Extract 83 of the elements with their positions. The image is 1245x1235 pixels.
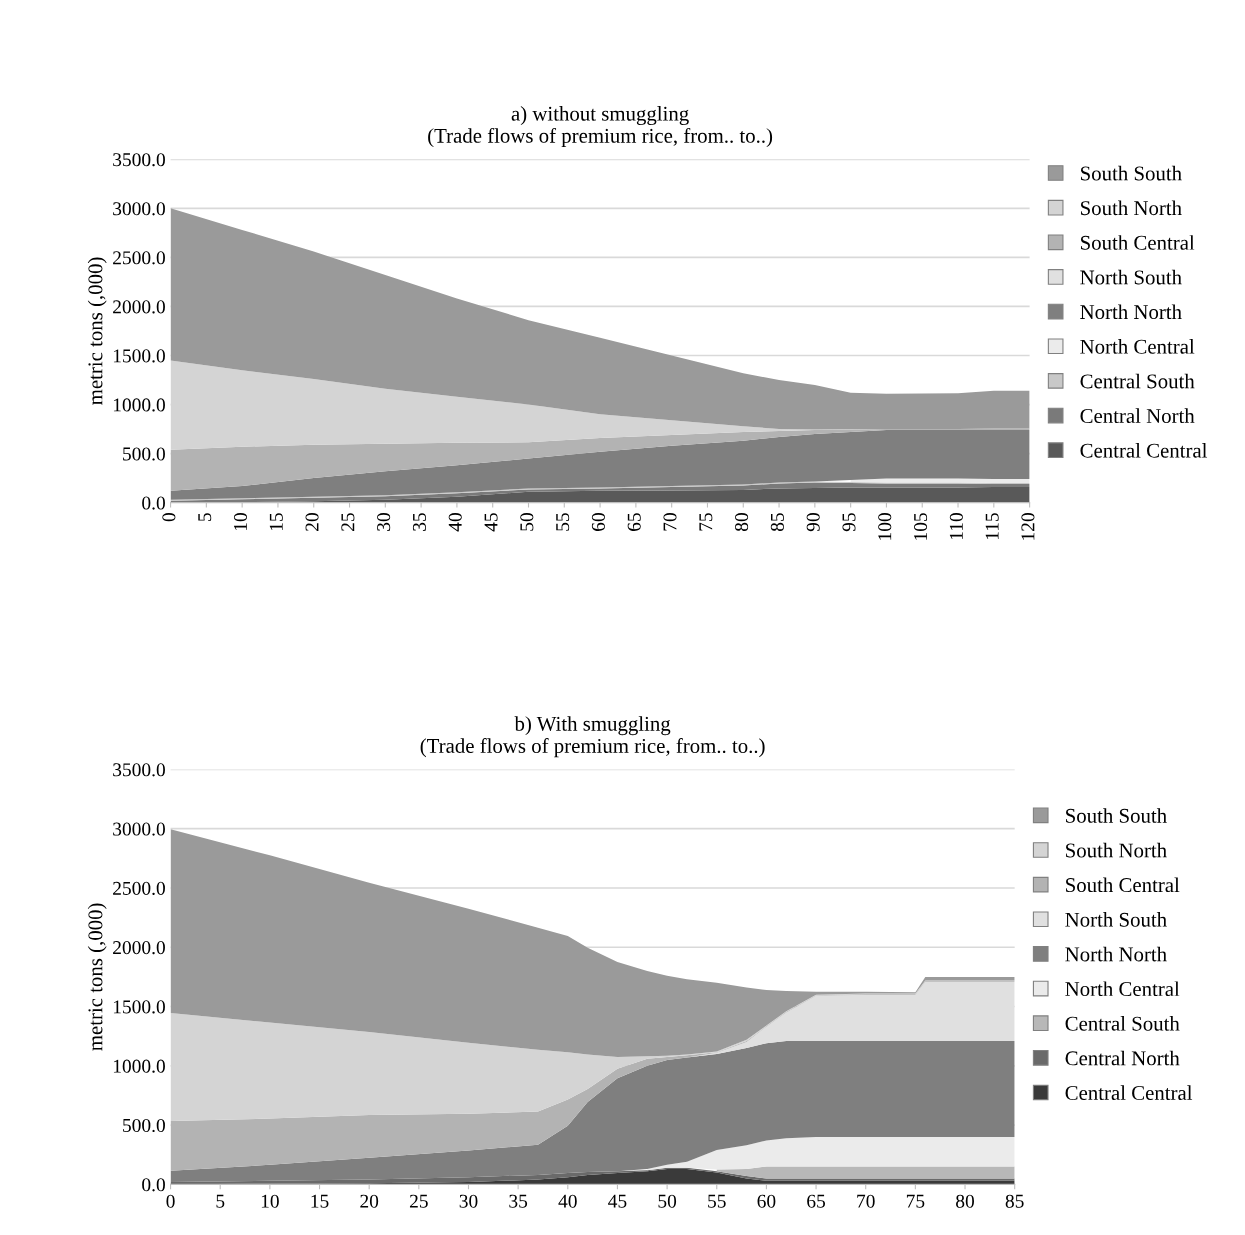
x-tick-label: 40 (558, 1194, 577, 1208)
legend-label: South South (1066, 808, 1167, 823)
x-tick-label: 115 (985, 513, 999, 540)
legend-label: South North (1066, 842, 1167, 858)
legend-label: South North (1081, 200, 1182, 216)
legend-label: Central Central (1080, 443, 1208, 458)
legend-label: North Central (1080, 339, 1195, 354)
y-tick-label: 1500.0 (113, 349, 165, 363)
x-tick-label: 45 (608, 1194, 627, 1208)
y-tick-label: 1000.0 (113, 1059, 165, 1073)
legend-label: South South (1081, 165, 1182, 181)
x-tick-label: 70 (663, 513, 677, 531)
legend-label: North North (1065, 946, 1167, 962)
x-tick-label: 80 (956, 1194, 974, 1208)
x-tick-label: 60 (591, 513, 605, 531)
y-tick-label: 3500.0 (113, 763, 165, 777)
legend-label: Central North (1065, 1050, 1180, 1066)
legend-label: Central South (1080, 373, 1195, 389)
chart-subtitle: (Trade flows of premium rice, from.. to..) (420, 738, 765, 758)
x-tick-label: 20 (360, 1194, 379, 1208)
legend-label: North South (1080, 269, 1182, 285)
x-tick-label: 80 (735, 513, 749, 532)
x-tick-label: 15 (269, 513, 283, 531)
y-axis-title: metric tons (,000) (87, 257, 107, 405)
x-tick-label: 20 (305, 513, 319, 531)
x-tick-label: 75 (906, 1194, 925, 1208)
legend-label: North South (1065, 912, 1167, 927)
y-tick-label: 0.0 (142, 1178, 165, 1192)
x-tick-label: 40 (448, 513, 462, 532)
x-tick-label: 90 (806, 513, 820, 532)
y-tick-label: 2500.0 (113, 251, 165, 265)
x-tick-label: 65 (807, 1194, 826, 1208)
legend-label: Central North (1080, 408, 1195, 424)
x-tick-label: 35 (412, 513, 426, 531)
x-tick-label: 70 (857, 1194, 875, 1208)
y-tick-label: 0.0 (142, 496, 165, 510)
y-tick-label: 1000.0 (113, 398, 165, 412)
legend-label: Central Central (1065, 1085, 1193, 1100)
x-tick-label: 5 (198, 513, 212, 521)
y-tick-label: 500.0 (123, 1118, 165, 1133)
chart-subtitle: (Trade flows of premium rice, from.. to..) (428, 127, 773, 148)
chart-title: a) without smuggling (511, 106, 689, 126)
y-tick-label: 2000.0 (113, 300, 165, 314)
y-axis-title: metric tons (,000) (87, 903, 107, 1051)
x-tick-label: 35 (509, 1194, 528, 1208)
x-tick-label: 100 (878, 513, 892, 540)
x-tick-label: 85 (770, 513, 784, 532)
x-tick-label: 25 (341, 513, 355, 531)
x-tick-label: 105 (913, 513, 928, 540)
x-tick-label: 25 (409, 1194, 428, 1208)
y-tick-label: 2500.0 (113, 881, 165, 895)
y-tick-label: 3000.0 (113, 202, 165, 216)
x-tick-label: 15 (311, 1194, 329, 1208)
y-tick-label: 3000.0 (113, 822, 165, 836)
x-tick-label: 120 (1021, 513, 1035, 540)
legend-label: North North (1080, 304, 1182, 320)
x-tick-label: 10 (261, 1194, 279, 1208)
x-tick-label: 50 (520, 513, 534, 531)
x-tick-label: 45 (484, 513, 498, 532)
x-tick-label: 10 (233, 513, 248, 531)
x-tick-label: 85 (1005, 1194, 1024, 1208)
legend-label: South Central (1066, 877, 1180, 893)
x-tick-label: 5 (216, 1194, 225, 1208)
chart-title: b) With smuggling (514, 716, 671, 736)
x-tick-label: 0 (166, 1194, 175, 1208)
x-tick-label: 0 (162, 513, 176, 522)
x-tick-label: 55 (556, 513, 570, 531)
legend-label: North Central (1065, 981, 1180, 997)
x-tick-label: 30 (377, 513, 391, 531)
legend-label: Central South (1065, 1016, 1180, 1031)
x-tick-label: 50 (658, 1194, 677, 1208)
x-tick-label: 95 (842, 513, 856, 532)
x-tick-label: 60 (757, 1194, 776, 1208)
x-tick-label: 110 (949, 513, 963, 540)
x-tick-label: 65 (627, 513, 641, 531)
x-tick-label: 30 (459, 1194, 478, 1208)
y-tick-label: 500.0 (123, 447, 165, 461)
x-tick-label: 75 (699, 513, 713, 531)
y-tick-label: 2000.0 (113, 941, 165, 955)
y-tick-label: 1500.0 (113, 1000, 165, 1014)
legend-label: South Central (1081, 235, 1195, 250)
x-tick-label: 55 (708, 1194, 726, 1208)
y-tick-label: 3500.0 (113, 153, 165, 167)
